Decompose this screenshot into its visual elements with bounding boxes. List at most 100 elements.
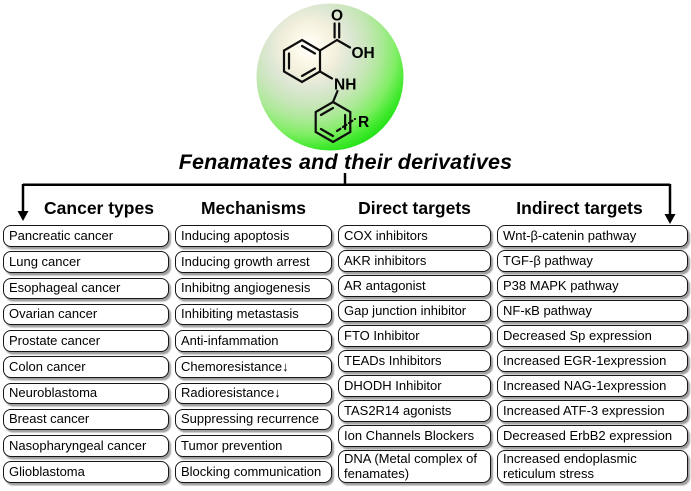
list-item: Inhibiting metastasis — [175, 303, 332, 326]
figure-title: Fenamates and their derivatives — [178, 150, 513, 174]
list-item-label: DNA (Metal complex of fenamates) — [344, 451, 477, 481]
column-header-cancer-types: Cancer types — [44, 198, 154, 218]
list-item: Inducing growth arrest — [175, 251, 332, 273]
list-item-label: Anti-infammation — [181, 332, 279, 348]
list-item: COX inhibitors — [338, 225, 491, 247]
column-direct-targets: Direct targets COX inhibitors AKR inhibito… — [338, 196, 491, 483]
list-item: Chemoresistance↓ — [175, 356, 332, 378]
list-item-label: Inducing apoptosis — [181, 227, 290, 243]
list-item-label: Nasopharyngeal cancer — [9, 437, 147, 453]
list-item: TEADs Inhibitors — [338, 350, 491, 372]
fenamate-molecule-illustration: O OH NH R — [256, 3, 404, 151]
list-item: Anti-infammation — [175, 330, 332, 352]
list-item: Glioblastoma — [3, 461, 169, 483]
list-item-label: Pancreatic cancer — [9, 227, 114, 243]
list-item: Ion Channels Blockers — [338, 425, 491, 447]
list-item-label: Radioresistance↓ — [181, 385, 281, 401]
box-list: COX inhibitors AKR inhibitors AR antagonis… — [338, 225, 491, 483]
list-item: Wnt-β-catenin pathway — [497, 225, 688, 247]
list-item: Lung cancer — [3, 251, 169, 273]
list-item: Esophageal cancer — [3, 277, 169, 300]
list-item-label: FTO Inhibitor — [344, 327, 420, 343]
column-cancer-types: Cancer types Pancreatic cancer Lung cancer… — [3, 196, 169, 483]
column-indirect-targets: Indirect targets Wnt-β-catenin pathway TGF… — [497, 196, 688, 483]
list-item-label: NF-κB pathway — [503, 302, 592, 318]
list-item-label: AR antagonist — [344, 277, 426, 293]
hydroxyl-label: OH — [352, 45, 375, 62]
list-item: TAS2R14 agonists — [338, 400, 491, 422]
list-item: NF-κB pathway — [497, 300, 688, 322]
list-item-label: Increased ATF-3 expression — [503, 402, 665, 418]
list-item-label: Decreased ErbB2 expression — [503, 427, 673, 443]
list-item-label: TEADs Inhibitors — [344, 352, 442, 368]
list-item: Pancreatic cancer — [3, 225, 169, 247]
column-header-direct-targets: Direct targets — [358, 198, 471, 218]
list-item-label: Inducing growth arrest — [181, 253, 310, 269]
list-item-label: TAS2R14 agonists — [344, 402, 452, 418]
fenamate-structure — [282, 22, 357, 144]
list-item: Breast cancer — [3, 408, 169, 431]
list-item-label: Ion Channels Blockers — [344, 427, 475, 443]
list-item: Suppressing recurrence — [175, 408, 332, 431]
list-item: FTO Inhibitor — [338, 325, 491, 347]
list-item: Ovarian cancer — [3, 303, 169, 326]
list-item: AKR inhibitors — [338, 250, 491, 272]
list-item-label: Neuroblastoma — [9, 385, 98, 401]
list-item-label: Gap junction inhibitor — [344, 302, 467, 318]
list-item: Colon cancer — [3, 356, 169, 378]
list-item-label: Tumor prevention — [181, 437, 283, 453]
box-list: Wnt-β-catenin pathway TGF-β pathway P38 MA… — [497, 225, 688, 483]
list-item: Radioresistance↓ — [175, 382, 332, 405]
column-mechanisms: Mechanisms Inducing apoptosis Inducing gro… — [175, 196, 332, 483]
list-item-label: AKR inhibitors — [344, 252, 427, 268]
list-item-label: Increased NAG-1expression — [503, 377, 667, 393]
list-item-label: Increased endoplasmic reticulum stress — [503, 451, 637, 481]
list-item-label: Increased EGR-1expression — [503, 352, 667, 368]
list-item: Gap junction inhibitor — [338, 300, 491, 322]
list-item: Inducing apoptosis — [175, 225, 332, 247]
box-list: Inducing apoptosis Inducing growth arrest… — [175, 225, 332, 483]
list-item: Decreased ErbB2 expression — [497, 425, 688, 447]
columns-container: Cancer types Pancreatic cancer Lung cancer… — [3, 196, 688, 483]
list-item: Increased ATF-3 expression — [497, 400, 688, 422]
list-item-label: Lung cancer — [9, 253, 81, 269]
amine-label: NH — [334, 77, 356, 94]
list-item-label: DHODH Inhibitor — [344, 377, 442, 393]
list-item-label: Glioblastoma — [9, 463, 85, 479]
list-item-label: Inhibitng angiogenesis — [181, 280, 311, 296]
list-item: Inhibitng angiogenesis — [175, 277, 332, 300]
carbonyl-o-label: O — [331, 8, 343, 25]
list-item: Blocking communication — [175, 461, 332, 483]
list-item-label: Chemoresistance↓ — [181, 358, 289, 374]
list-item-label: Esophageal cancer — [9, 280, 121, 296]
list-item-label: Inhibiting metastasis — [181, 306, 299, 322]
list-item: DNA (Metal complex of fenamates) — [338, 450, 491, 483]
list-item-label: Suppressing recurrence — [181, 411, 320, 427]
list-item-label: Colon cancer — [9, 358, 86, 374]
list-item: Increased NAG-1expression — [497, 375, 688, 397]
atom-labels: O OH NH R — [331, 8, 375, 132]
column-header-mechanisms: Mechanisms — [200, 198, 307, 218]
list-item: Tumor prevention — [175, 435, 332, 457]
list-item-label: P38 MAPK pathway — [503, 277, 619, 293]
list-item-label: TGF-β pathway — [503, 252, 593, 268]
box-list: Pancreatic cancer Lung cancer Esophageal c… — [3, 225, 169, 483]
list-item: Nasopharyngeal cancer — [3, 435, 169, 457]
list-item: Decreased Sp expression — [497, 325, 688, 347]
list-item: Neuroblastoma — [3, 382, 169, 405]
list-item-label: Wnt-β-catenin pathway — [503, 227, 637, 243]
list-item-label: Prostate cancer — [9, 332, 101, 348]
list-item: TGF-β pathway — [497, 250, 688, 272]
list-item: Prostate cancer — [3, 330, 169, 352]
substituent-label: R — [358, 114, 369, 131]
list-item-label: COX inhibitors — [344, 227, 428, 243]
list-item: DHODH Inhibitor — [338, 375, 491, 397]
list-item-label: Ovarian cancer — [9, 306, 98, 322]
column-header-indirect-targets: Indirect targets — [516, 198, 643, 218]
list-item: Increased endoplasmic reticulum stress — [497, 450, 688, 483]
list-item-label: Decreased Sp expression — [503, 327, 652, 343]
list-item-label: Blocking communication — [181, 463, 322, 479]
list-item-label: Breast cancer — [9, 411, 90, 427]
list-item: Increased EGR-1expression — [497, 350, 688, 372]
